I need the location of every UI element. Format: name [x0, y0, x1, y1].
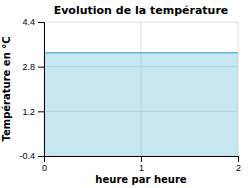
line	[44, 52, 238, 54]
x-axis: 0 1 2	[42, 156, 241, 173]
tick: 2	[236, 156, 241, 173]
x-axis-title: heure par heure	[95, 174, 186, 185]
y-axis-title: Température en °C	[1, 36, 12, 141]
axis-line	[38, 23, 45, 157]
plot: 0 1 2 -0.4 1.2 2.8 4.4	[19, 17, 241, 173]
tick: 0	[42, 156, 47, 173]
tick-mark	[141, 156, 142, 162]
tick-label: 2.8	[22, 62, 35, 72]
area	[44, 53, 238, 156]
tick-mark	[38, 111, 44, 112]
tick-mark	[38, 67, 44, 68]
tick-label: 2	[236, 163, 241, 173]
tick: 2.8	[22, 62, 44, 72]
tick-label: 1.2	[22, 107, 35, 117]
tick: -0.4	[19, 151, 44, 161]
chart: 0 1 2 -0.4 1.2 2.8 4.4 Evolution de la températ…	[0, 0, 250, 188]
tick-label: 1	[139, 163, 144, 173]
tick-label: 0	[42, 163, 47, 173]
marks	[44, 53, 238, 156]
tick-mark	[38, 156, 44, 157]
y-axis: -0.4 1.2 2.8 4.4	[19, 17, 44, 161]
tick-mark	[238, 156, 239, 162]
tick: 4.4	[22, 17, 44, 27]
tick: 1	[139, 156, 144, 173]
grid	[44, 22, 238, 156]
title: Evolution de la température	[54, 4, 229, 17]
tick-mark	[38, 22, 44, 23]
tick-label: -0.4	[19, 151, 35, 161]
tick-label: 4.4	[22, 17, 35, 27]
tick: 1.2	[22, 107, 44, 117]
axis-line	[45, 157, 239, 163]
